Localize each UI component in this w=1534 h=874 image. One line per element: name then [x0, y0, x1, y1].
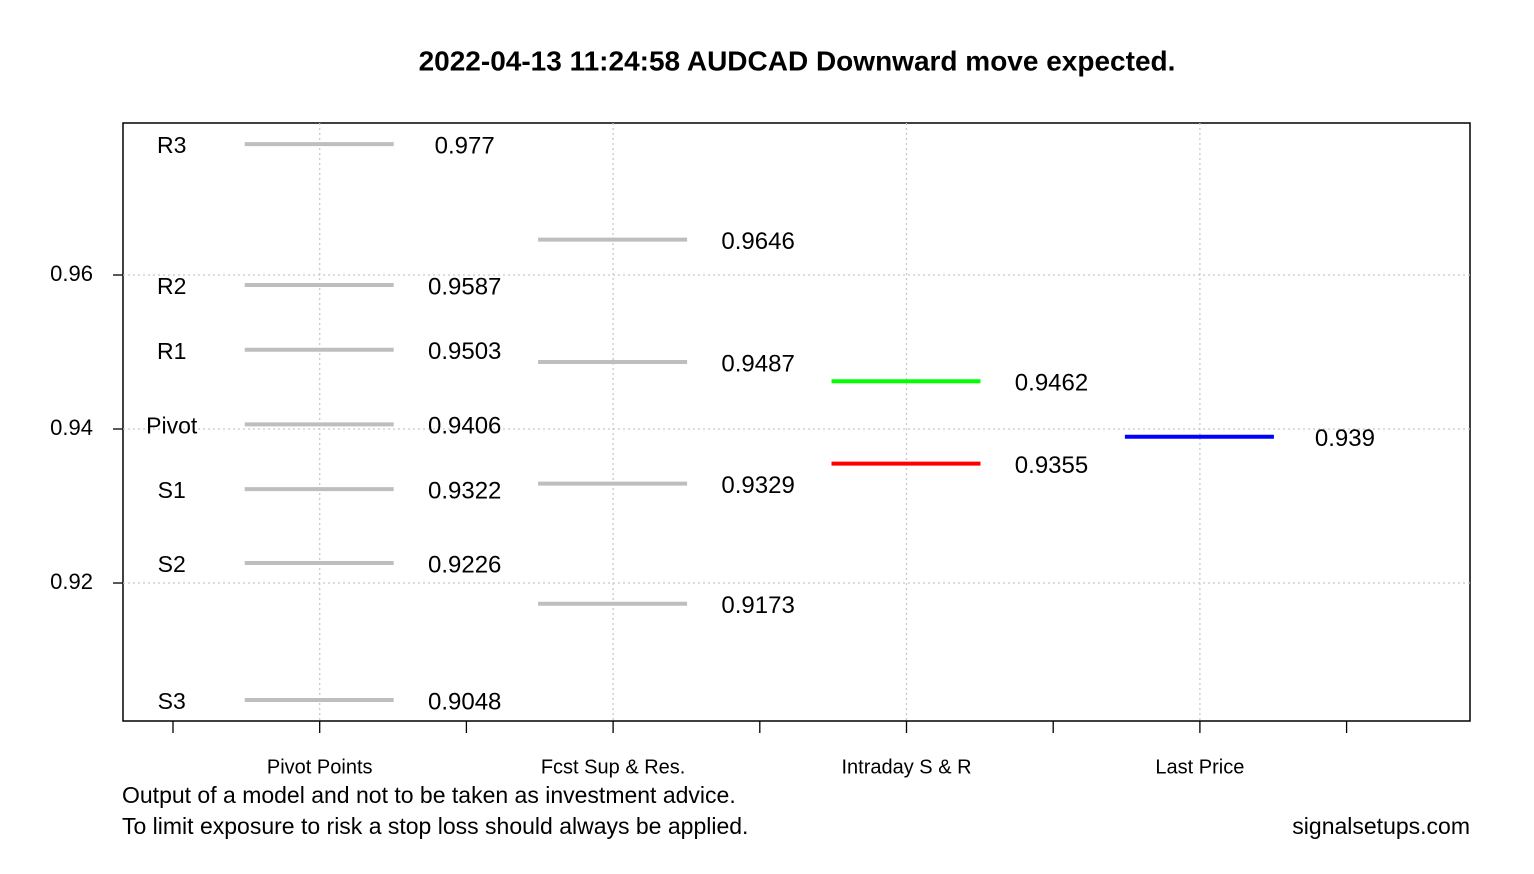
x-tick-label: Last Price — [1155, 756, 1244, 778]
level-value: 0.9355 — [1015, 452, 1088, 479]
x-tick-label: Fcst Sup & Res. — [541, 756, 686, 778]
level-value: 0.9646 — [721, 228, 794, 255]
level-value: 0.9406 — [428, 413, 501, 440]
level-value: 0.9173 — [721, 592, 794, 619]
level-label: S1 — [158, 477, 186, 503]
level-label: R1 — [157, 338, 186, 364]
level-value: 0.939 — [1315, 425, 1375, 452]
level-value: 0.9226 — [428, 551, 501, 578]
x-tick-label: Intraday S & R — [841, 756, 971, 778]
chart-title: 2022-04-13 11:24:58 AUDCAD Downward move… — [419, 45, 1176, 76]
level-value: 0.9462 — [1015, 370, 1088, 397]
level-value: 0.9329 — [721, 472, 794, 499]
note: Output of a model and not to be taken as… — [122, 782, 736, 808]
source: signalsetups.com — [1292, 813, 1470, 839]
level-value: 0.9322 — [428, 477, 501, 504]
level-label: S2 — [158, 551, 186, 577]
level-label: R3 — [157, 132, 186, 158]
level-label: Pivot — [146, 412, 198, 438]
level-value: 0.9487 — [721, 350, 794, 377]
level-label: R2 — [157, 273, 186, 299]
plot-frame — [122, 122, 1471, 722]
level-label: S3 — [158, 688, 186, 714]
level-value: 0.9503 — [428, 338, 501, 365]
y-tick-label: 0.94 — [50, 415, 93, 440]
level-value: 0.977 — [435, 132, 495, 159]
y-tick-label: 0.96 — [50, 261, 93, 286]
x-tick-label: Pivot Points — [267, 756, 373, 778]
y-tick-label: 0.92 — [50, 569, 93, 594]
level-value: 0.9587 — [428, 273, 501, 300]
note: To limit exposure to risk a stop loss sh… — [122, 813, 748, 839]
level-value: 0.9048 — [428, 688, 501, 715]
